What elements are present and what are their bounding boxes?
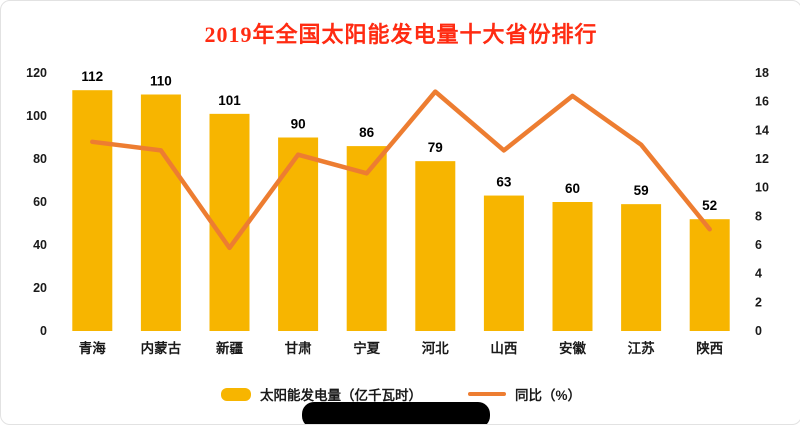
svg-text:16: 16: [755, 95, 769, 109]
svg-text:86: 86: [359, 125, 375, 140]
svg-text:河北: 河北: [422, 340, 449, 356]
svg-text:59: 59: [634, 183, 649, 198]
svg-text:0: 0: [755, 324, 762, 338]
svg-text:120: 120: [26, 66, 47, 80]
bar-series-swatch-icon: [220, 387, 251, 401]
svg-text:8: 8: [755, 209, 762, 223]
svg-text:63: 63: [496, 175, 512, 190]
svg-text:101: 101: [218, 93, 241, 108]
line-series-swatch-icon: [467, 392, 506, 396]
svg-text:安徽: 安徽: [559, 340, 587, 356]
svg-text:20: 20: [33, 281, 47, 295]
svg-text:40: 40: [33, 238, 47, 252]
svg-text:10: 10: [755, 181, 769, 195]
legend-item-line-series: 同比（%）: [467, 384, 581, 404]
svg-text:18: 18: [755, 66, 769, 80]
svg-text:2: 2: [755, 295, 762, 309]
svg-text:60: 60: [33, 195, 47, 209]
chart-title: 2019年全国太阳能发电量十大省份排行: [204, 22, 598, 47]
svg-text:江苏: 江苏: [628, 340, 656, 356]
svg-text:90: 90: [291, 117, 306, 132]
svg-text:山西: 山西: [490, 341, 517, 356]
svg-text:甘肃: 甘肃: [285, 340, 312, 356]
svg-text:100: 100: [26, 109, 47, 123]
svg-text:52: 52: [702, 198, 717, 213]
watermark-box: [302, 402, 490, 424]
svg-text:112: 112: [81, 69, 103, 84]
chart-legend: 太阳能发电量（亿千瓦时） 同比（%）: [1, 384, 800, 404]
svg-text:青海: 青海: [79, 340, 106, 356]
svg-text:80: 80: [33, 152, 47, 166]
svg-text:内蒙古: 内蒙古: [141, 340, 182, 356]
svg-text:12: 12: [755, 152, 769, 166]
legend-label-bar-series: 太阳能发电量（亿千瓦时）: [259, 388, 422, 403]
legend-item-bar-series: 太阳能发电量（亿千瓦时）: [220, 384, 422, 404]
svg-text:60: 60: [565, 181, 580, 196]
svg-text:79: 79: [428, 140, 443, 155]
svg-text:110: 110: [150, 74, 172, 89]
svg-text:4: 4: [755, 267, 762, 281]
legend-label-line-series: 同比（%）: [514, 388, 581, 403]
svg-text:14: 14: [755, 123, 769, 137]
svg-text:陕西: 陕西: [696, 340, 723, 356]
svg-text:6: 6: [755, 238, 762, 252]
svg-text:宁夏: 宁夏: [353, 340, 380, 356]
svg-text:新疆: 新疆: [216, 340, 243, 356]
svg-text:0: 0: [40, 324, 47, 338]
